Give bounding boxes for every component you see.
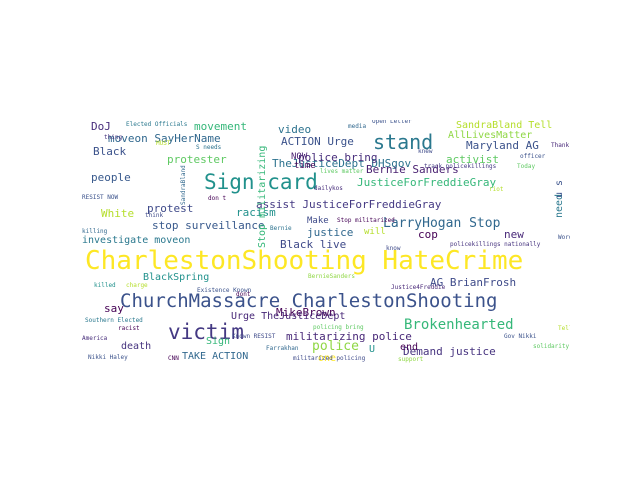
word-cloud-word: Elected Officials bbox=[126, 121, 188, 128]
word-cloud-word: America bbox=[82, 335, 108, 342]
word-cloud-word: Maryland AG bbox=[466, 139, 539, 152]
word-cloud-word: SandraBland Tell bbox=[456, 120, 553, 131]
word-cloud-word: one bbox=[318, 353, 337, 364]
word-cloud-word: protester bbox=[167, 153, 227, 166]
word-cloud-word: militarizing police bbox=[286, 330, 412, 343]
word-cloud-word: protest bbox=[147, 202, 194, 215]
word-cloud-word: LarryHogan Stop bbox=[383, 216, 501, 231]
word-cloud-word: new bbox=[504, 228, 524, 241]
word-cloud-word: u s bbox=[554, 179, 565, 198]
word-cloud-word: NOW bbox=[291, 152, 308, 162]
word-cloud-word: Justice4Freddie bbox=[391, 284, 446, 291]
word-cloud-word: BlackSpring bbox=[143, 272, 210, 283]
word-cloud-word: Demand justice bbox=[403, 345, 496, 358]
word-cloud-word: CharlestonShooting HateCrime bbox=[85, 246, 524, 276]
word-cloud-word: movement bbox=[194, 120, 247, 133]
word-cloud-word: moveon SayHerName bbox=[108, 132, 221, 145]
word-cloud-word: Nikki Haley bbox=[88, 354, 128, 361]
word-cloud-word: Stop militarizing bbox=[257, 145, 268, 248]
word-cloud-word: victim bbox=[168, 320, 244, 344]
word-cloud-word: S needs bbox=[196, 144, 222, 151]
word-cloud-word: dailykos bbox=[314, 185, 343, 192]
word-cloud-word: Black bbox=[93, 145, 127, 158]
word-cloud-word: policing bring bbox=[313, 324, 364, 331]
word-cloud-word: thing bbox=[104, 134, 123, 141]
word-cloud-word: BernieSanders bbox=[308, 273, 355, 280]
word-cloud-word: ChurchMassacre CharlestonShooting bbox=[120, 290, 498, 312]
word-cloud-word: don t bbox=[208, 195, 227, 202]
word-cloud-word: U bbox=[369, 344, 376, 355]
word-cloud-word: investigate moveon bbox=[82, 235, 191, 246]
word-cloud-word: White bbox=[101, 207, 135, 220]
word-cloud-word: knew bbox=[418, 148, 433, 155]
word-cloud-word: Brokenhearted bbox=[404, 317, 514, 333]
word-cloud-word: stop surveillance bbox=[152, 219, 265, 232]
word-cloud-word: racist bbox=[118, 325, 140, 332]
word-cloud-word: support bbox=[398, 356, 424, 363]
word-cloud-word: SandraBland bbox=[180, 165, 187, 205]
word-cloud-word: Gov Nikki bbox=[504, 333, 537, 340]
word-cloud-word: TheJusticeDept DHSgov bbox=[272, 157, 412, 170]
word-cloud: CharlestonShooting HateCrime ChurchMassac… bbox=[80, 120, 570, 365]
word-cloud-word: say bbox=[104, 302, 124, 315]
word-cloud-word: Thank bbox=[551, 142, 570, 149]
word-cloud-word: AG BrianFrosh bbox=[430, 276, 517, 289]
word-cloud-word: MikeBrown bbox=[276, 306, 336, 319]
word-cloud-word: know bbox=[386, 245, 401, 252]
word-cloud-word: Bernie Sanders bbox=[366, 163, 459, 176]
word-cloud-word: dont bbox=[236, 291, 251, 298]
word-cloud-word: people bbox=[91, 171, 131, 184]
word-cloud-word: solidarity bbox=[533, 343, 570, 350]
word-cloud-word: media bbox=[348, 123, 367, 130]
word-cloud-word: CNN bbox=[168, 355, 179, 362]
word-cloud-word: Make bbox=[307, 216, 329, 226]
word-cloud-word: Sign card bbox=[204, 170, 318, 194]
word-cloud-word: will bbox=[364, 227, 386, 237]
word-cloud-word: death bbox=[121, 341, 152, 352]
word-cloud-word: ACTION Urge bbox=[281, 135, 354, 148]
word-cloud-word: stand bbox=[373, 130, 434, 154]
word-cloud-word: policekillings nationally bbox=[450, 241, 541, 248]
word-cloud-word: police bbox=[312, 339, 359, 354]
word-cloud-word: Farrakhan bbox=[266, 345, 299, 352]
word-cloud-word: Stop militarized bbox=[337, 217, 395, 224]
word-cloud-word: AllLivesMatter bbox=[448, 130, 533, 141]
word-cloud-word: Known RESIST bbox=[232, 333, 276, 340]
word-cloud-word: racism bbox=[236, 206, 276, 219]
word-cloud-word: charge bbox=[126, 282, 148, 289]
word-cloud-word: think bbox=[145, 212, 164, 219]
word-cloud-word: Today bbox=[517, 163, 536, 170]
word-cloud-word: time bbox=[294, 161, 316, 171]
word-cloud-word: RESIST NOW bbox=[82, 194, 119, 201]
word-cloud-word: Word bbox=[558, 234, 570, 241]
word-cloud-word: police bring bbox=[298, 151, 378, 164]
word-cloud-word: killed bbox=[94, 282, 116, 289]
word-cloud-word: Sign bbox=[206, 336, 231, 347]
word-cloud-word: MUST bbox=[156, 140, 171, 147]
word-cloud-word: end bbox=[400, 342, 419, 353]
word-cloud-word: track policekillings bbox=[424, 163, 497, 170]
word-cloud-word: officer bbox=[520, 153, 546, 160]
word-cloud-word: Existence Known bbox=[197, 287, 252, 294]
word-cloud-word: Bernie bbox=[270, 225, 292, 232]
word-cloud-word: cop bbox=[418, 228, 438, 241]
word-cloud-word: militarized policing bbox=[293, 355, 366, 362]
word-cloud-word: Black live bbox=[280, 238, 347, 251]
word-cloud-word: JusticeForFreddieGray bbox=[357, 176, 497, 189]
word-cloud-word: DoJ bbox=[91, 120, 111, 133]
word-cloud-word: Urge TheJusticeDept bbox=[231, 311, 346, 322]
word-cloud-word: Southern Elected bbox=[85, 317, 143, 324]
word-cloud-word: assist JusticeForFreddieGray bbox=[256, 198, 442, 211]
word-cloud-word: video bbox=[278, 123, 312, 136]
word-cloud-word: killing bbox=[82, 228, 108, 235]
word-cloud-word: activist bbox=[446, 153, 499, 166]
word-cloud-word: riot bbox=[489, 186, 504, 193]
word-cloud-word: lives matter bbox=[320, 168, 364, 175]
word-cloud-word: Open Letter bbox=[372, 120, 412, 125]
word-cloud-word: TAKE ACTION bbox=[182, 351, 249, 362]
word-cloud-word: Tell bbox=[558, 325, 570, 332]
word-cloud-word: justice bbox=[307, 226, 354, 239]
